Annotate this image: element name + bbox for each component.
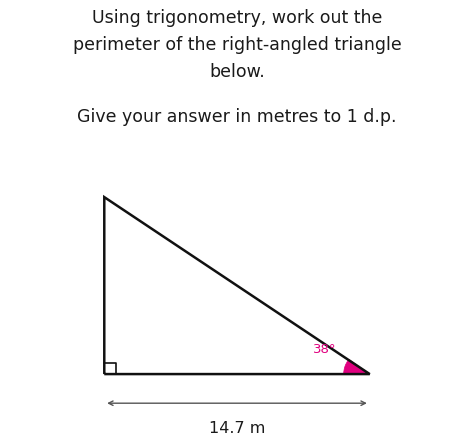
Text: 38°: 38°: [313, 343, 337, 356]
Text: 14.7 m: 14.7 m: [209, 421, 265, 436]
Text: Using trigonometry, work out the: Using trigonometry, work out the: [92, 9, 382, 27]
Text: Give your answer in metres to 1 d.p.: Give your answer in metres to 1 d.p.: [77, 108, 397, 125]
Text: below.: below.: [209, 63, 265, 81]
Wedge shape: [344, 359, 370, 374]
Text: perimeter of the right-angled triangle: perimeter of the right-angled triangle: [73, 36, 401, 54]
